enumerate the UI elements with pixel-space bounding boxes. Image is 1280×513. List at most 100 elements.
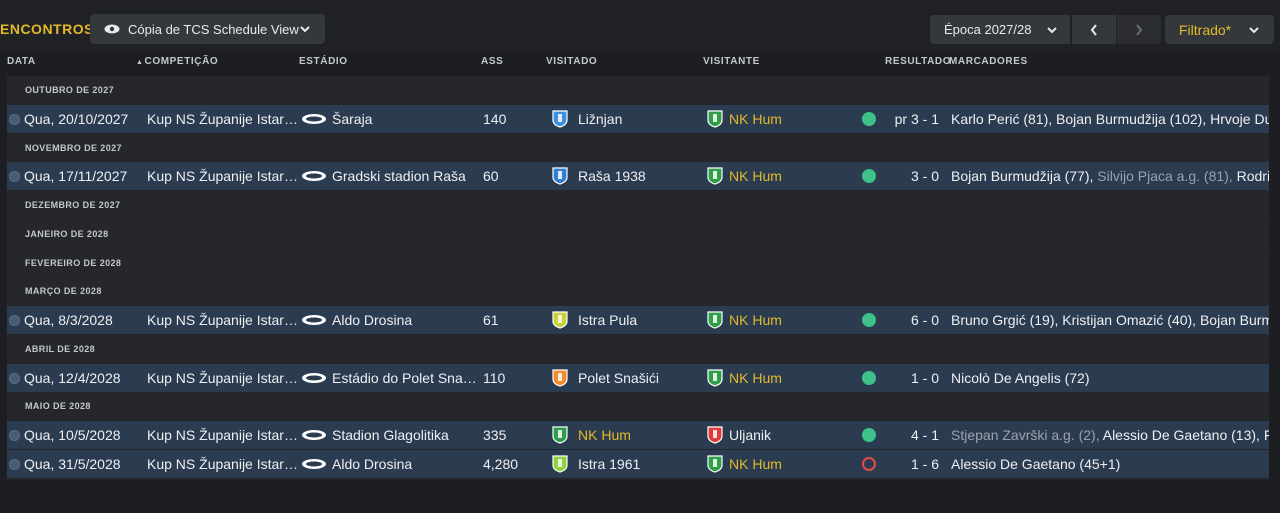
month-header: OUTUBRO DE 2027 — [7, 76, 1269, 104]
month-header: MAIO DE 2028 — [7, 392, 1269, 420]
header-attendance[interactable]: ASS — [481, 56, 504, 67]
header-scorers[interactable]: MARCADORES — [949, 56, 1028, 67]
match-date: Qua, 17/11/2027 — [24, 168, 128, 184]
season-dropdown[interactable]: Época 2027/28 — [930, 15, 1070, 44]
match-row[interactable]: Qua, 31/5/2028 Kup NS Županije Istarske Al… — [7, 450, 1269, 478]
chevron-down-icon — [1047, 27, 1057, 34]
match-attendance: 335 — [483, 427, 507, 443]
scorers-text: Nicolò De Angelis (72) — [951, 370, 1090, 386]
row-select-radio[interactable] — [9, 421, 20, 449]
win-indicator-icon — [862, 428, 876, 442]
team-badge-icon — [707, 167, 723, 185]
match-row[interactable]: Qua, 10/5/2028 Kup NS Županije Istarske St… — [7, 421, 1269, 449]
match-row[interactable]: Qua, 12/4/2028 Kup NS Županije Istarske Es… — [7, 364, 1269, 392]
home-team[interactable]: Istra 1961 — [578, 456, 641, 472]
chevron-down-icon — [1249, 27, 1259, 34]
match-date: Qua, 8/3/2028 — [24, 312, 113, 328]
match-attendance: 110 — [483, 370, 506, 386]
stadium-icon — [302, 315, 326, 325]
row-select-radio[interactable] — [9, 306, 20, 334]
row-select-radio[interactable] — [9, 450, 20, 478]
scorers-text-after: Rodrigo — [1236, 168, 1269, 184]
match-stadium[interactable]: Šaraja — [332, 111, 373, 127]
match-scorers: Bruno Grgić (19), Kristijan Omazić (40),… — [951, 306, 1269, 334]
away-team[interactable]: Uljanik — [729, 427, 772, 443]
match-competition[interactable]: Kup NS Županije Istarske — [147, 111, 299, 127]
season-label: Época 2027/28 — [944, 22, 1032, 37]
row-select-radio[interactable] — [9, 364, 20, 392]
team-badge-icon — [552, 426, 568, 444]
win-indicator-icon — [862, 371, 876, 385]
view-dropdown[interactable]: Cópia de TCS Schedule View — [90, 14, 325, 44]
header-result[interactable]: RESULTADO — [885, 56, 952, 67]
header-competition-label: COMPETIÇÃO — [144, 56, 219, 67]
away-team[interactable]: NK Hum — [729, 456, 782, 472]
header-competition[interactable]: ▲COMPETIÇÃO — [136, 56, 218, 67]
stadium-icon — [302, 171, 326, 181]
home-team[interactable]: Raša 1938 — [578, 168, 646, 184]
column-headers: DATA ▲COMPETIÇÃO ESTÁDIO ASS VISITADO VI… — [0, 52, 1280, 72]
team-badge-icon — [552, 167, 568, 185]
away-team[interactable]: NK Hum — [729, 312, 782, 328]
match-row[interactable]: Qua, 20/10/2027 Kup NS Županije Istarske Š… — [7, 105, 1269, 133]
month-header: JANEIRO DE 2028 — [7, 220, 1269, 248]
row-select-radio[interactable] — [9, 105, 20, 133]
match-scorers: Bojan Burmudžija (77), Silvijo Pjaca a.g… — [951, 162, 1269, 190]
home-team[interactable]: Istra Pula — [578, 312, 638, 328]
away-team[interactable]: NK Hum — [729, 168, 782, 184]
scorers-text: Karlo Perić (81), Bojan Burmudžija (102)… — [951, 111, 1269, 127]
match-stadium[interactable]: Gradski stadion Raša — [332, 168, 466, 184]
match-row[interactable]: Qua, 8/3/2028 Kup NS Županije Istarske Ald… — [7, 306, 1269, 334]
match-competition[interactable]: Kup NS Županije Istarske — [147, 370, 299, 386]
match-result[interactable]: 1 - 6 — [910, 456, 939, 472]
team-badge-icon — [552, 455, 568, 473]
match-stadium[interactable]: Aldo Drosina — [332, 312, 413, 328]
match-result[interactable]: 6 - 0 — [910, 312, 939, 328]
chevron-left-icon — [1090, 23, 1097, 36]
match-result[interactable]: 3 - 0 — [910, 168, 939, 184]
home-team[interactable]: Ližnjan — [578, 111, 623, 127]
match-attendance: 4,280 — [483, 456, 519, 472]
scorers-text: Alessio De Gaetano (45+1) — [951, 456, 1121, 472]
chevron-right-icon — [1136, 23, 1143, 36]
match-competition[interactable]: Kup NS Županije Istarske — [147, 456, 299, 472]
home-team[interactable]: Polet Snašići — [578, 370, 659, 386]
scorers-text: Bojan Burmudžija (77), — [951, 168, 1098, 184]
match-row[interactable]: Qua, 17/11/2027 Kup NS Županije Istarske G… — [7, 162, 1269, 190]
next-season-button[interactable] — [1117, 15, 1161, 44]
chevron-down-icon — [300, 26, 310, 33]
header-stadium[interactable]: ESTÁDIO — [299, 56, 348, 67]
match-stadium[interactable]: Aldo Drosina — [332, 456, 413, 472]
team-badge-icon — [707, 369, 723, 387]
previous-season-button[interactable] — [1072, 15, 1116, 44]
match-stadium[interactable]: Estádio do Polet Snašići — [332, 370, 477, 386]
row-select-radio[interactable] — [9, 162, 20, 190]
match-result[interactable]: 1 - 0 — [910, 370, 939, 386]
match-competition[interactable]: Kup NS Županije Istarske — [147, 427, 299, 443]
away-team[interactable]: NK Hum — [729, 111, 782, 127]
match-stadium[interactable]: Stadion Glagolitika — [332, 427, 449, 443]
match-competition[interactable]: Kup NS Županije Istarske — [147, 168, 299, 184]
away-team[interactable]: NK Hum — [729, 370, 782, 386]
header-home[interactable]: VISITADO — [546, 56, 598, 67]
sort-ascending-icon: ▲ — [136, 59, 144, 66]
match-competition[interactable]: Kup NS Županije Istarske — [147, 312, 299, 328]
match-date: Qua, 20/10/2027 — [24, 111, 129, 127]
win-indicator-icon — [862, 313, 876, 327]
team-badge-icon — [707, 426, 723, 444]
match-date: Qua, 10/5/2028 — [24, 427, 121, 443]
top-bar: ENCONTROS Cópia de TCS Schedule View Épo… — [0, 0, 1280, 52]
team-badge-icon — [707, 455, 723, 473]
win-indicator-icon — [862, 169, 876, 183]
home-team[interactable]: NK Hum — [578, 427, 631, 443]
header-date[interactable]: DATA — [7, 56, 36, 67]
match-result[interactable]: 4 - 1 — [910, 427, 939, 443]
team-badge-icon — [707, 110, 723, 128]
header-away[interactable]: VISITANTE — [703, 56, 760, 67]
match-result[interactable]: pr 3 - 1 — [894, 111, 939, 127]
scorers-text-after: Alessio De Gaetano (13), Frane — [1102, 427, 1269, 443]
stadium-icon — [302, 114, 326, 124]
month-header: ABRIL DE 2028 — [7, 335, 1269, 363]
filter-dropdown[interactable]: Filtrado* — [1165, 15, 1274, 44]
month-header: FEVEREIRO DE 2028 — [7, 249, 1269, 277]
